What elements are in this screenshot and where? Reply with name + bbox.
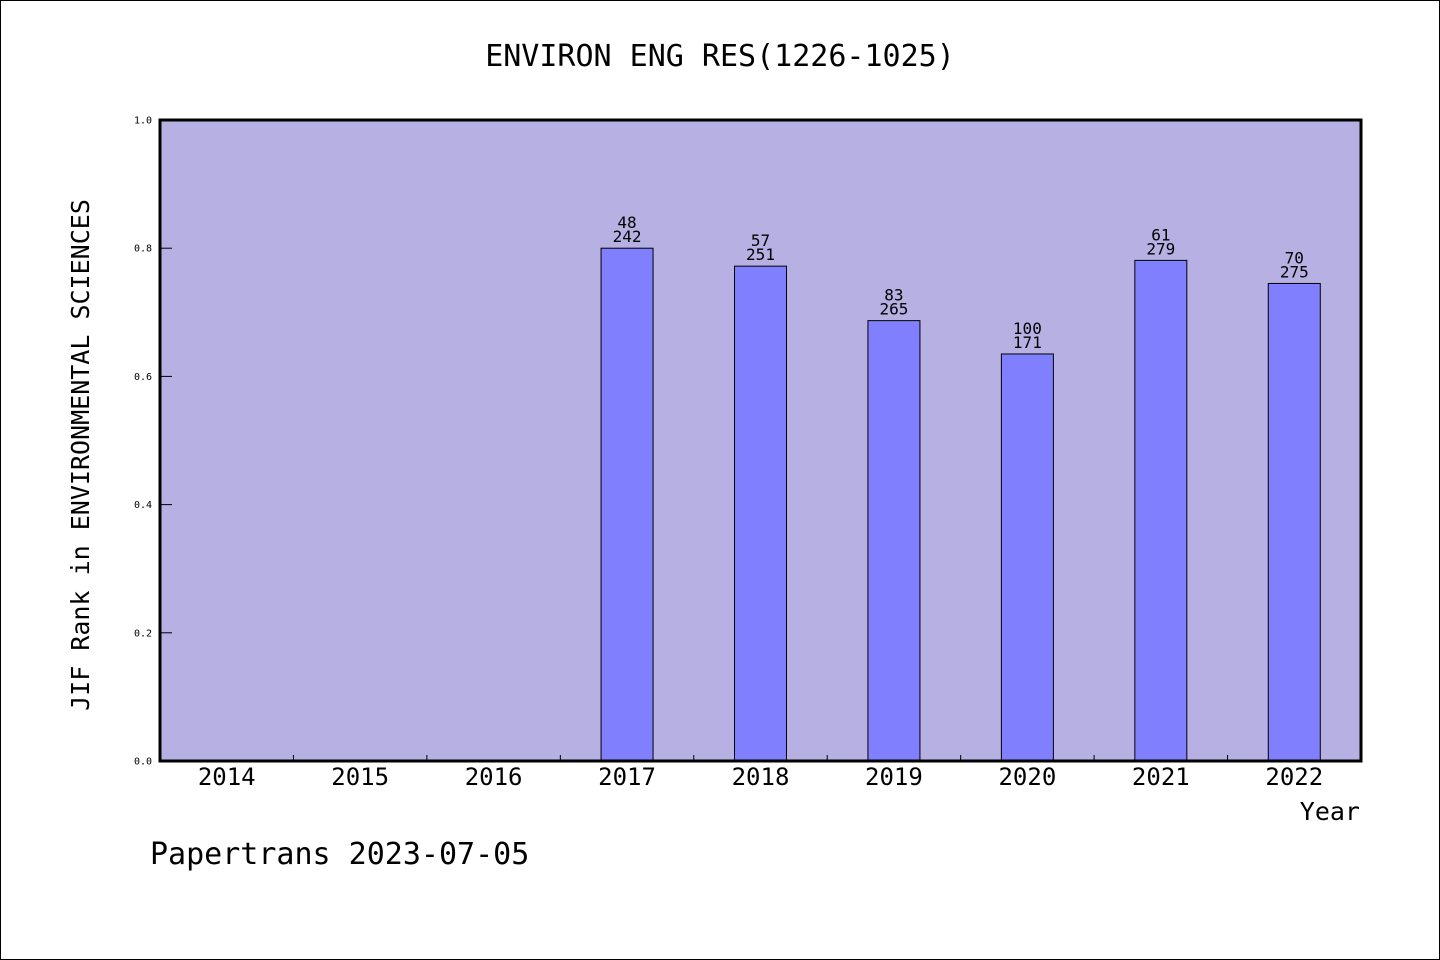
x-tick-label: 2017 (598, 763, 656, 791)
bar-label-total: 242 (613, 227, 642, 246)
y-tick-label: 0.4 (134, 500, 152, 511)
x-tick-label: 2019 (865, 763, 923, 791)
y-axis-label: JIF Rank in ENVIRONMENTAL SCIENCES (66, 199, 95, 711)
bar-label-rank: 70 (1285, 248, 1304, 267)
bar-label-total: 251 (746, 245, 775, 264)
bar-label-total: 265 (879, 300, 908, 319)
bar-2022 (1267, 282, 1321, 762)
bar-label-rank: 57 (751, 231, 770, 250)
y-tick-label: 0.6 (134, 372, 152, 383)
x-tick-label: 2016 (465, 763, 523, 791)
y-tick-label: 0.2 (134, 628, 152, 639)
x-axis-label: Year (1300, 797, 1360, 826)
bar-label-rank: 61 (1151, 225, 1170, 244)
bar-2018 (734, 265, 787, 762)
bar-label-rank: 48 (617, 213, 636, 232)
x-tick-label: 2020 (998, 763, 1056, 791)
x-tick-label: 2021 (1132, 763, 1190, 791)
bar-label-total: 275 (1280, 262, 1309, 281)
x-tick-label: 2014 (198, 763, 256, 791)
x-tick-label: 2015 (331, 763, 389, 791)
bar-label-rank: 100 (1013, 319, 1042, 338)
y-tick-label: 0.8 (134, 244, 152, 255)
plot-border (158, 118, 1363, 763)
bar-2020 (1000, 353, 1054, 762)
bar-2021 (1134, 259, 1188, 762)
bar-2019 (867, 320, 921, 762)
y-tick-labels: 0.0 0.2 0.4 0.6 0.8 1.0 (134, 116, 152, 768)
x-tick-label: 2022 (1265, 763, 1323, 791)
y-tick-label: 1.0 (134, 116, 152, 127)
x-tick-label: 2018 (732, 763, 790, 791)
bar-label-total: 279 (1146, 239, 1175, 258)
x-tick-labels: 2014 2015 2016 2017 2018 2019 2020 2021 2022 (198, 763, 1323, 791)
footer-text: Papertrans 2023-07-05 (150, 837, 529, 872)
bar-label-rank: 83 (884, 286, 903, 305)
bar-2017 (600, 247, 654, 762)
y-tick-label: 0.0 (134, 757, 152, 768)
bar-label-total: 171 (1013, 333, 1042, 352)
bars (600, 247, 1321, 762)
chart-title: ENVIRON ENG RES(1226-1025) (485, 39, 955, 74)
